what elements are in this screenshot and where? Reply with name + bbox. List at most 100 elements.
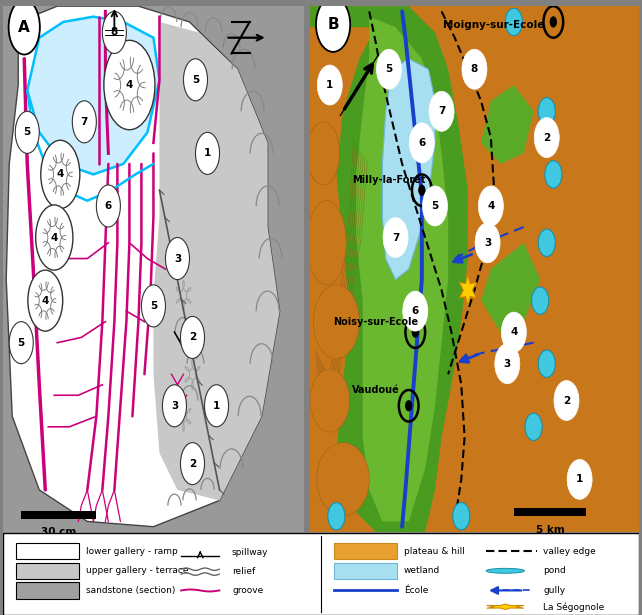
Circle shape — [532, 287, 549, 314]
Circle shape — [180, 316, 205, 359]
Text: 1: 1 — [326, 80, 333, 90]
Circle shape — [180, 443, 205, 485]
Polygon shape — [356, 17, 448, 522]
Polygon shape — [6, 6, 280, 526]
Circle shape — [486, 568, 525, 573]
Circle shape — [412, 327, 419, 338]
Circle shape — [422, 186, 447, 226]
Text: groove: groove — [232, 586, 263, 595]
Text: Moigny-sur-Ecole: Moigny-sur-Ecole — [444, 20, 545, 30]
Circle shape — [505, 8, 523, 36]
Circle shape — [205, 385, 229, 427]
Circle shape — [453, 502, 470, 530]
Circle shape — [538, 229, 555, 256]
Text: 6: 6 — [412, 306, 419, 316]
Text: 1: 1 — [576, 474, 583, 485]
Text: lower gallery - ramp: lower gallery - ramp — [86, 547, 178, 556]
Circle shape — [545, 161, 562, 188]
Text: relief: relief — [232, 567, 256, 576]
Bar — [16, 543, 80, 560]
Text: 3: 3 — [484, 238, 491, 248]
Text: 7: 7 — [438, 106, 446, 116]
Circle shape — [495, 344, 520, 384]
Polygon shape — [27, 17, 159, 175]
Circle shape — [9, 322, 33, 363]
Text: 5: 5 — [150, 301, 157, 311]
Polygon shape — [481, 85, 534, 164]
Circle shape — [478, 186, 503, 226]
Circle shape — [429, 92, 454, 131]
Text: 1: 1 — [204, 148, 211, 159]
Circle shape — [475, 223, 500, 263]
Text: 7: 7 — [81, 117, 88, 127]
Text: 1: 1 — [213, 401, 220, 411]
Text: 6: 6 — [105, 201, 112, 211]
Circle shape — [534, 117, 559, 157]
Text: A: A — [19, 20, 30, 34]
Polygon shape — [481, 243, 540, 332]
Text: 4: 4 — [126, 80, 133, 90]
Circle shape — [410, 123, 435, 163]
Circle shape — [36, 205, 73, 270]
Ellipse shape — [313, 285, 360, 359]
Text: 4: 4 — [510, 327, 517, 337]
Bar — [16, 563, 80, 579]
Text: 4: 4 — [51, 232, 58, 242]
Circle shape — [28, 270, 63, 331]
Text: 4: 4 — [56, 169, 64, 180]
Circle shape — [403, 291, 428, 331]
Text: 3: 3 — [504, 359, 511, 369]
Bar — [16, 582, 80, 598]
Circle shape — [15, 111, 39, 153]
Text: 3: 3 — [174, 253, 181, 264]
Text: Milly-la-Forêt: Milly-la-Forêt — [352, 175, 426, 185]
Circle shape — [376, 49, 401, 89]
Circle shape — [554, 381, 579, 421]
Bar — [514, 509, 586, 516]
Circle shape — [8, 0, 40, 55]
Bar — [334, 563, 397, 579]
Text: 8: 8 — [471, 64, 478, 74]
Text: pond: pond — [543, 566, 566, 575]
Text: 2: 2 — [189, 459, 196, 469]
Circle shape — [501, 312, 526, 352]
Polygon shape — [487, 604, 524, 609]
Text: 2: 2 — [543, 133, 550, 143]
Bar — [21, 511, 96, 519]
Ellipse shape — [307, 200, 346, 285]
Polygon shape — [459, 274, 476, 306]
Circle shape — [141, 285, 166, 327]
Text: 5: 5 — [192, 75, 199, 85]
Circle shape — [184, 58, 207, 101]
Text: plateau & hill: plateau & hill — [404, 547, 465, 556]
Text: 5 km: 5 km — [535, 525, 564, 534]
Text: 7: 7 — [392, 232, 399, 242]
Circle shape — [316, 0, 350, 52]
Text: valley edge: valley edge — [543, 547, 596, 556]
Circle shape — [102, 12, 126, 54]
Circle shape — [41, 140, 80, 208]
Text: Noisy-sur-Ecole: Noisy-sur-Ecole — [333, 317, 419, 327]
Text: 4: 4 — [42, 296, 49, 306]
Circle shape — [525, 413, 542, 440]
Circle shape — [73, 101, 96, 143]
Text: 5: 5 — [17, 338, 25, 347]
Text: upper gallery - terrace: upper gallery - terrace — [86, 566, 188, 575]
Text: gully: gully — [543, 586, 566, 595]
Circle shape — [383, 218, 408, 258]
Text: 30 cm: 30 cm — [41, 526, 76, 537]
Circle shape — [538, 98, 555, 125]
Text: sandstone (section): sandstone (section) — [86, 586, 175, 595]
Polygon shape — [153, 22, 280, 501]
Text: 8: 8 — [111, 28, 118, 38]
Ellipse shape — [317, 443, 369, 516]
Circle shape — [196, 132, 220, 175]
Circle shape — [550, 17, 557, 27]
Text: spillway: spillway — [232, 547, 268, 557]
Circle shape — [419, 185, 425, 196]
Ellipse shape — [310, 369, 349, 432]
Text: wetland: wetland — [404, 566, 440, 575]
Text: B: B — [327, 17, 339, 32]
Text: 5: 5 — [385, 64, 393, 74]
Polygon shape — [310, 6, 468, 532]
